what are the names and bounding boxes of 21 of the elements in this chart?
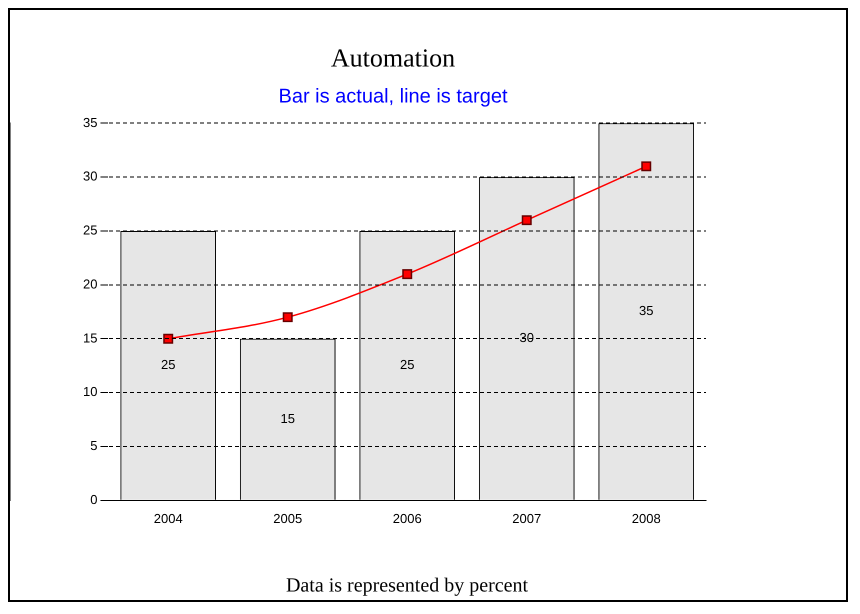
y-tick-label: 30 — [82, 168, 98, 184]
y-tick-label: 15 — [82, 330, 98, 346]
data-label: 15 — [280, 410, 295, 426]
data-label: 25 — [160, 357, 176, 372]
x-tick-label: 2007 — [512, 510, 542, 526]
y-tick-label: 10 — [82, 384, 98, 400]
y-tick-label: 25 — [82, 222, 98, 238]
chart-subtitle: Bar is actual, line is target — [278, 86, 508, 108]
x-tick-label: 2008 — [632, 510, 661, 526]
y-tick-label: 0 — [90, 492, 98, 507]
data-label: 35 — [639, 303, 654, 318]
x-tick-label: 2004 — [154, 510, 183, 526]
chart-title: Automation — [330, 43, 456, 72]
data-label: 30 — [520, 330, 534, 346]
y-tick-label: 35 — [82, 114, 98, 130]
text: Data is represented by percent — [286, 574, 528, 596]
x-tick-label: 2005 — [273, 510, 302, 526]
data-label: 25 — [400, 357, 414, 372]
y-tick-label: 5 — [90, 438, 98, 454]
x-tick-label: 2006 — [392, 510, 422, 526]
y-tick-label: 20 — [82, 276, 98, 292]
